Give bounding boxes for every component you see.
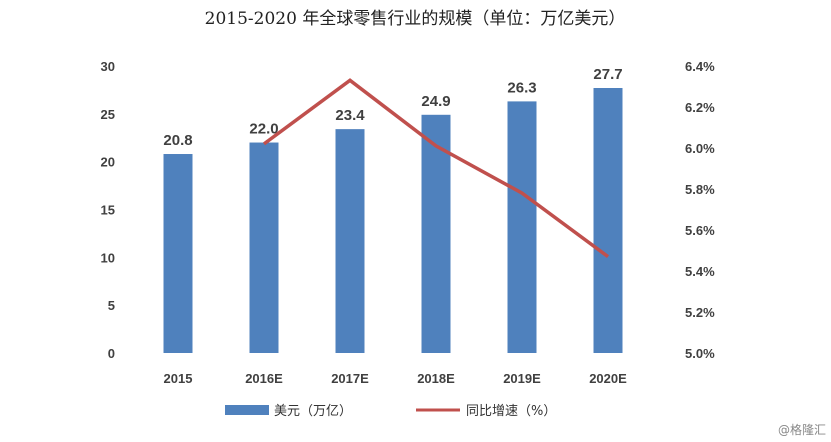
bar [249, 142, 279, 353]
bar [507, 101, 537, 353]
data-label: 23.4 [335, 107, 365, 124]
bar [163, 154, 193, 353]
watermark: @格隆汇 [778, 422, 826, 437]
y-left-tick-label: 20 [101, 155, 115, 170]
y-left-tick-label: 5 [108, 298, 115, 313]
legend-label-bar: 美元（万亿） [274, 404, 352, 419]
y-right-tick-label: 6.4% [685, 59, 715, 74]
bar [335, 129, 365, 353]
legend-swatch-bar [225, 405, 269, 415]
legend: 美元（万亿） 同比增速（%） [225, 404, 556, 419]
y-right-tick-label: 5.6% [685, 223, 715, 238]
y-left-tick-label: 10 [101, 250, 115, 265]
y-right-tick-label: 5.0% [685, 346, 715, 361]
y-right-tick-label: 5.4% [685, 264, 715, 279]
y-left-tick-label: 0 [108, 346, 115, 361]
y-right-tick-label: 5.2% [685, 305, 715, 320]
x-tick-label: 2020E [589, 371, 627, 386]
y-left-tick-label: 15 [101, 203, 115, 218]
data-label: 27.7 [593, 66, 622, 83]
x-tick-label: 2019E [503, 371, 541, 386]
data-label: 24.9 [421, 93, 450, 110]
data-label: 26.3 [507, 79, 536, 96]
y-left-tick-label: 30 [101, 59, 115, 74]
data-label: 22.0 [249, 121, 278, 138]
y-right-tick-label: 6.0% [685, 141, 715, 156]
bar [421, 114, 451, 353]
x-tick-label: 2015 [164, 371, 193, 386]
legend-label-line: 同比增速（%） [466, 404, 556, 419]
x-tick-label: 2016E [245, 371, 283, 386]
data-label: 20.8 [163, 132, 192, 149]
x-tick-label: 2017E [331, 371, 369, 386]
x-tick-label: 2018E [417, 371, 455, 386]
chart-title: 2015-2020 年全球零售行业的规模（单位：万亿美元） [205, 9, 626, 29]
y-left-tick-label: 25 [101, 107, 115, 122]
bar [593, 88, 623, 354]
y-right-tick-label: 5.8% [685, 182, 715, 197]
y-right-tick-label: 6.2% [685, 100, 715, 115]
